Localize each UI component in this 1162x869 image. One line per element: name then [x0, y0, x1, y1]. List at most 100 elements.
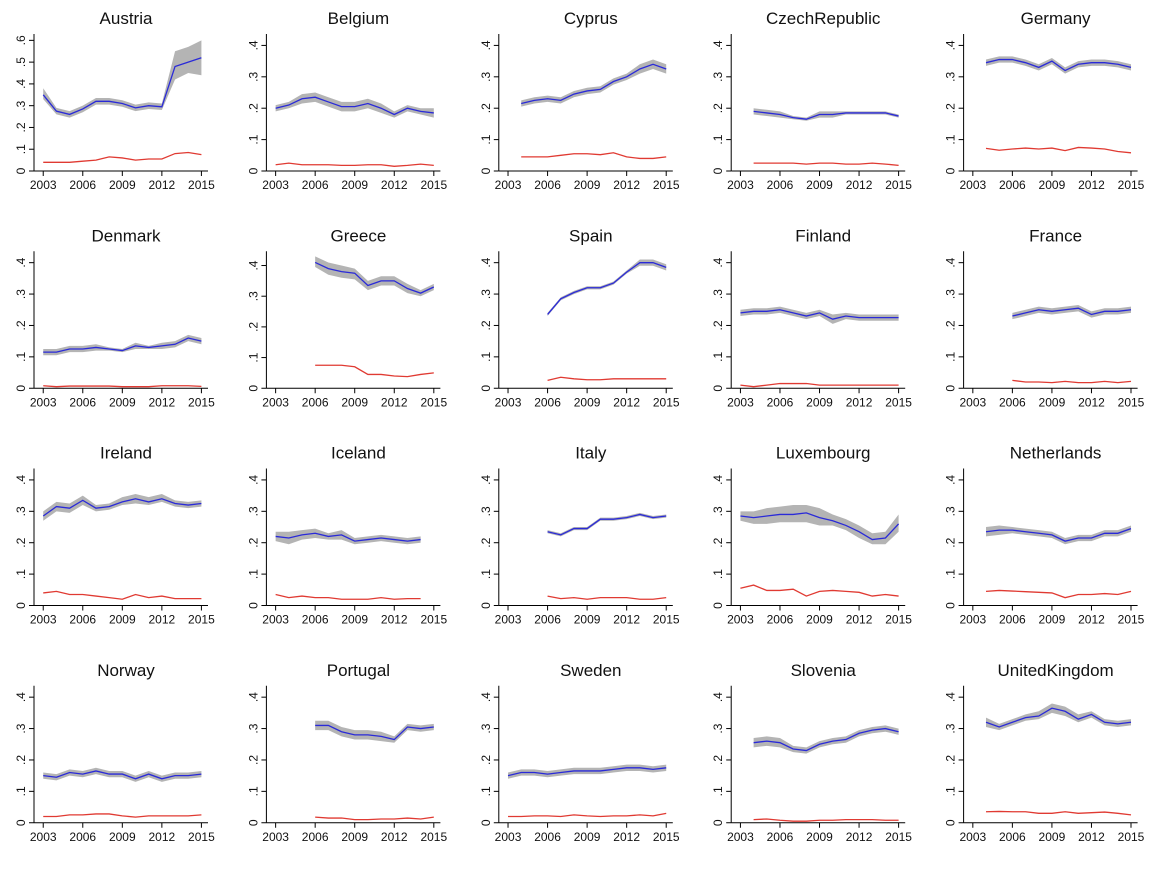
ci-band [521, 59, 667, 107]
series-line [753, 727, 899, 752]
panel: Greece 0 .1 .2 .3 .4 2003 2006 2009 2012 2015 [246, 226, 447, 409]
y-tick-label: .4 [14, 692, 28, 702]
y-tick-label: 0 [14, 602, 28, 609]
ci-band [275, 528, 421, 545]
x-tick-label: 2006 [534, 395, 561, 409]
y-tick-label: .1 [246, 352, 260, 362]
y-tick-label: 0 [14, 819, 28, 826]
panel: Ireland 0 .1 .2 .3 .4 2003 2006 2009 2012 2015 [14, 444, 215, 627]
panel: Portugal 0 .1 .2 .3 .4 2003 2006 2009 2012 2015 [246, 661, 447, 844]
series-line [43, 337, 202, 353]
x-tick-label: 2015 [1118, 178, 1145, 192]
x-tick-label: 2009 [109, 830, 136, 844]
y-tick-label: 0 [14, 385, 28, 392]
y-tick-label: .2 [246, 322, 260, 332]
x-tick-label: 2012 [1078, 613, 1105, 627]
x-tick-label: 2006 [69, 395, 96, 409]
y-tick-label: .2 [479, 320, 493, 330]
y-tick-label: 0 [944, 385, 958, 392]
x-tick-label: 2012 [846, 178, 873, 192]
x-tick-label: 2012 [613, 830, 640, 844]
series-line [521, 63, 667, 105]
series-line [521, 152, 667, 160]
x-tick-label: 2006 [69, 613, 96, 627]
x-tick-label: 2015 [653, 395, 680, 409]
x-tick-label: 2003 [30, 613, 57, 627]
y-tick-label: .4 [246, 260, 260, 270]
x-tick-label: 2006 [302, 178, 329, 192]
x-tick-label: 2012 [381, 613, 408, 627]
x-tick-label: 2012 [149, 613, 176, 627]
x-tick-label: 2009 [1039, 178, 1066, 192]
y-tick-label: .3 [14, 506, 28, 516]
x-tick-label: 2006 [302, 395, 329, 409]
y-tick-label: .1 [14, 786, 28, 796]
series-line [985, 810, 1132, 816]
x-tick-label: 2003 [959, 395, 986, 409]
panel-title: Luxembourg [776, 444, 871, 463]
x-tick-label: 2015 [653, 613, 680, 627]
y-tick-label: .2 [711, 537, 725, 547]
y-tick-label: 0 [711, 167, 725, 174]
x-tick-label: 2006 [534, 613, 561, 627]
panel: Austria 0 .1 .2 .3 .4 .5 .6 2003 2006 2009 2012 2015 [14, 9, 215, 192]
y-tick-label: .4 [14, 79, 28, 89]
x-tick-label: 2012 [1078, 830, 1105, 844]
panel-title: Sweden [560, 661, 621, 680]
x-tick-label: 2009 [574, 830, 601, 844]
y-tick-label: .1 [246, 134, 260, 144]
ci-band [986, 703, 1132, 731]
panel: Sweden 0 .1 .2 .3 .4 2003 2006 2009 2012 2015 [479, 661, 680, 844]
x-tick-label: 2003 [30, 395, 57, 409]
y-tick-label: .2 [246, 537, 260, 547]
y-tick-label: .1 [14, 569, 28, 579]
series-line [753, 162, 899, 166]
x-tick-label: 2015 [188, 613, 215, 627]
x-tick-label: 2003 [262, 830, 289, 844]
series-line [740, 382, 899, 388]
panel: Germany 0 .1 .2 .3 .4 2003 2006 2009 2012 2015 [944, 9, 1145, 192]
x-tick-label: 2006 [999, 613, 1026, 627]
series-line [740, 512, 900, 541]
panel: Belgium 0 .1 .2 .3 .4 2003 2006 2009 2012 2015 [246, 9, 447, 192]
y-tick-label: .2 [246, 103, 260, 113]
x-tick-label: 2012 [613, 395, 640, 409]
y-tick-label: .3 [479, 723, 493, 733]
x-tick-label: 2003 [495, 830, 522, 844]
x-tick-label: 2009 [1039, 830, 1066, 844]
y-tick-label: .1 [14, 352, 28, 362]
x-tick-label: 2012 [381, 830, 408, 844]
y-tick-label: .5 [14, 57, 28, 67]
y-tick-label: .1 [711, 569, 725, 579]
y-tick-label: .1 [246, 569, 260, 579]
x-tick-label: 2009 [574, 613, 601, 627]
x-tick-label: 2012 [149, 178, 176, 192]
x-tick-label: 2006 [767, 613, 794, 627]
y-tick-label: .1 [479, 134, 493, 144]
x-tick-label: 2006 [534, 178, 561, 192]
y-tick-label: .1 [479, 786, 493, 796]
y-tick-label: .4 [246, 475, 260, 485]
panel: Finland 0 .1 .2 .3 .4 2003 2006 2009 2012 2015 [711, 226, 912, 409]
y-tick-label: .3 [246, 723, 260, 733]
panel-title: Denmark [92, 226, 161, 245]
x-tick-label: 2009 [341, 830, 368, 844]
x-tick-label: 2012 [846, 395, 873, 409]
x-tick-label: 2015 [653, 178, 680, 192]
y-tick-label: .3 [14, 100, 28, 110]
series-line [315, 364, 434, 378]
y-tick-label: .4 [711, 40, 725, 50]
series-line [547, 513, 667, 536]
y-tick-label: 0 [944, 167, 958, 174]
x-tick-label: 2015 [188, 830, 215, 844]
x-tick-label: 2015 [1118, 613, 1145, 627]
x-tick-label: 2009 [574, 395, 601, 409]
x-tick-label: 2003 [727, 830, 754, 844]
series-line [43, 813, 202, 818]
series-line [507, 767, 667, 777]
y-tick-label: .3 [246, 506, 260, 516]
x-tick-label: 2012 [149, 830, 176, 844]
x-tick-label: 2015 [885, 395, 912, 409]
ci-band [43, 334, 202, 356]
series-line [315, 724, 434, 741]
